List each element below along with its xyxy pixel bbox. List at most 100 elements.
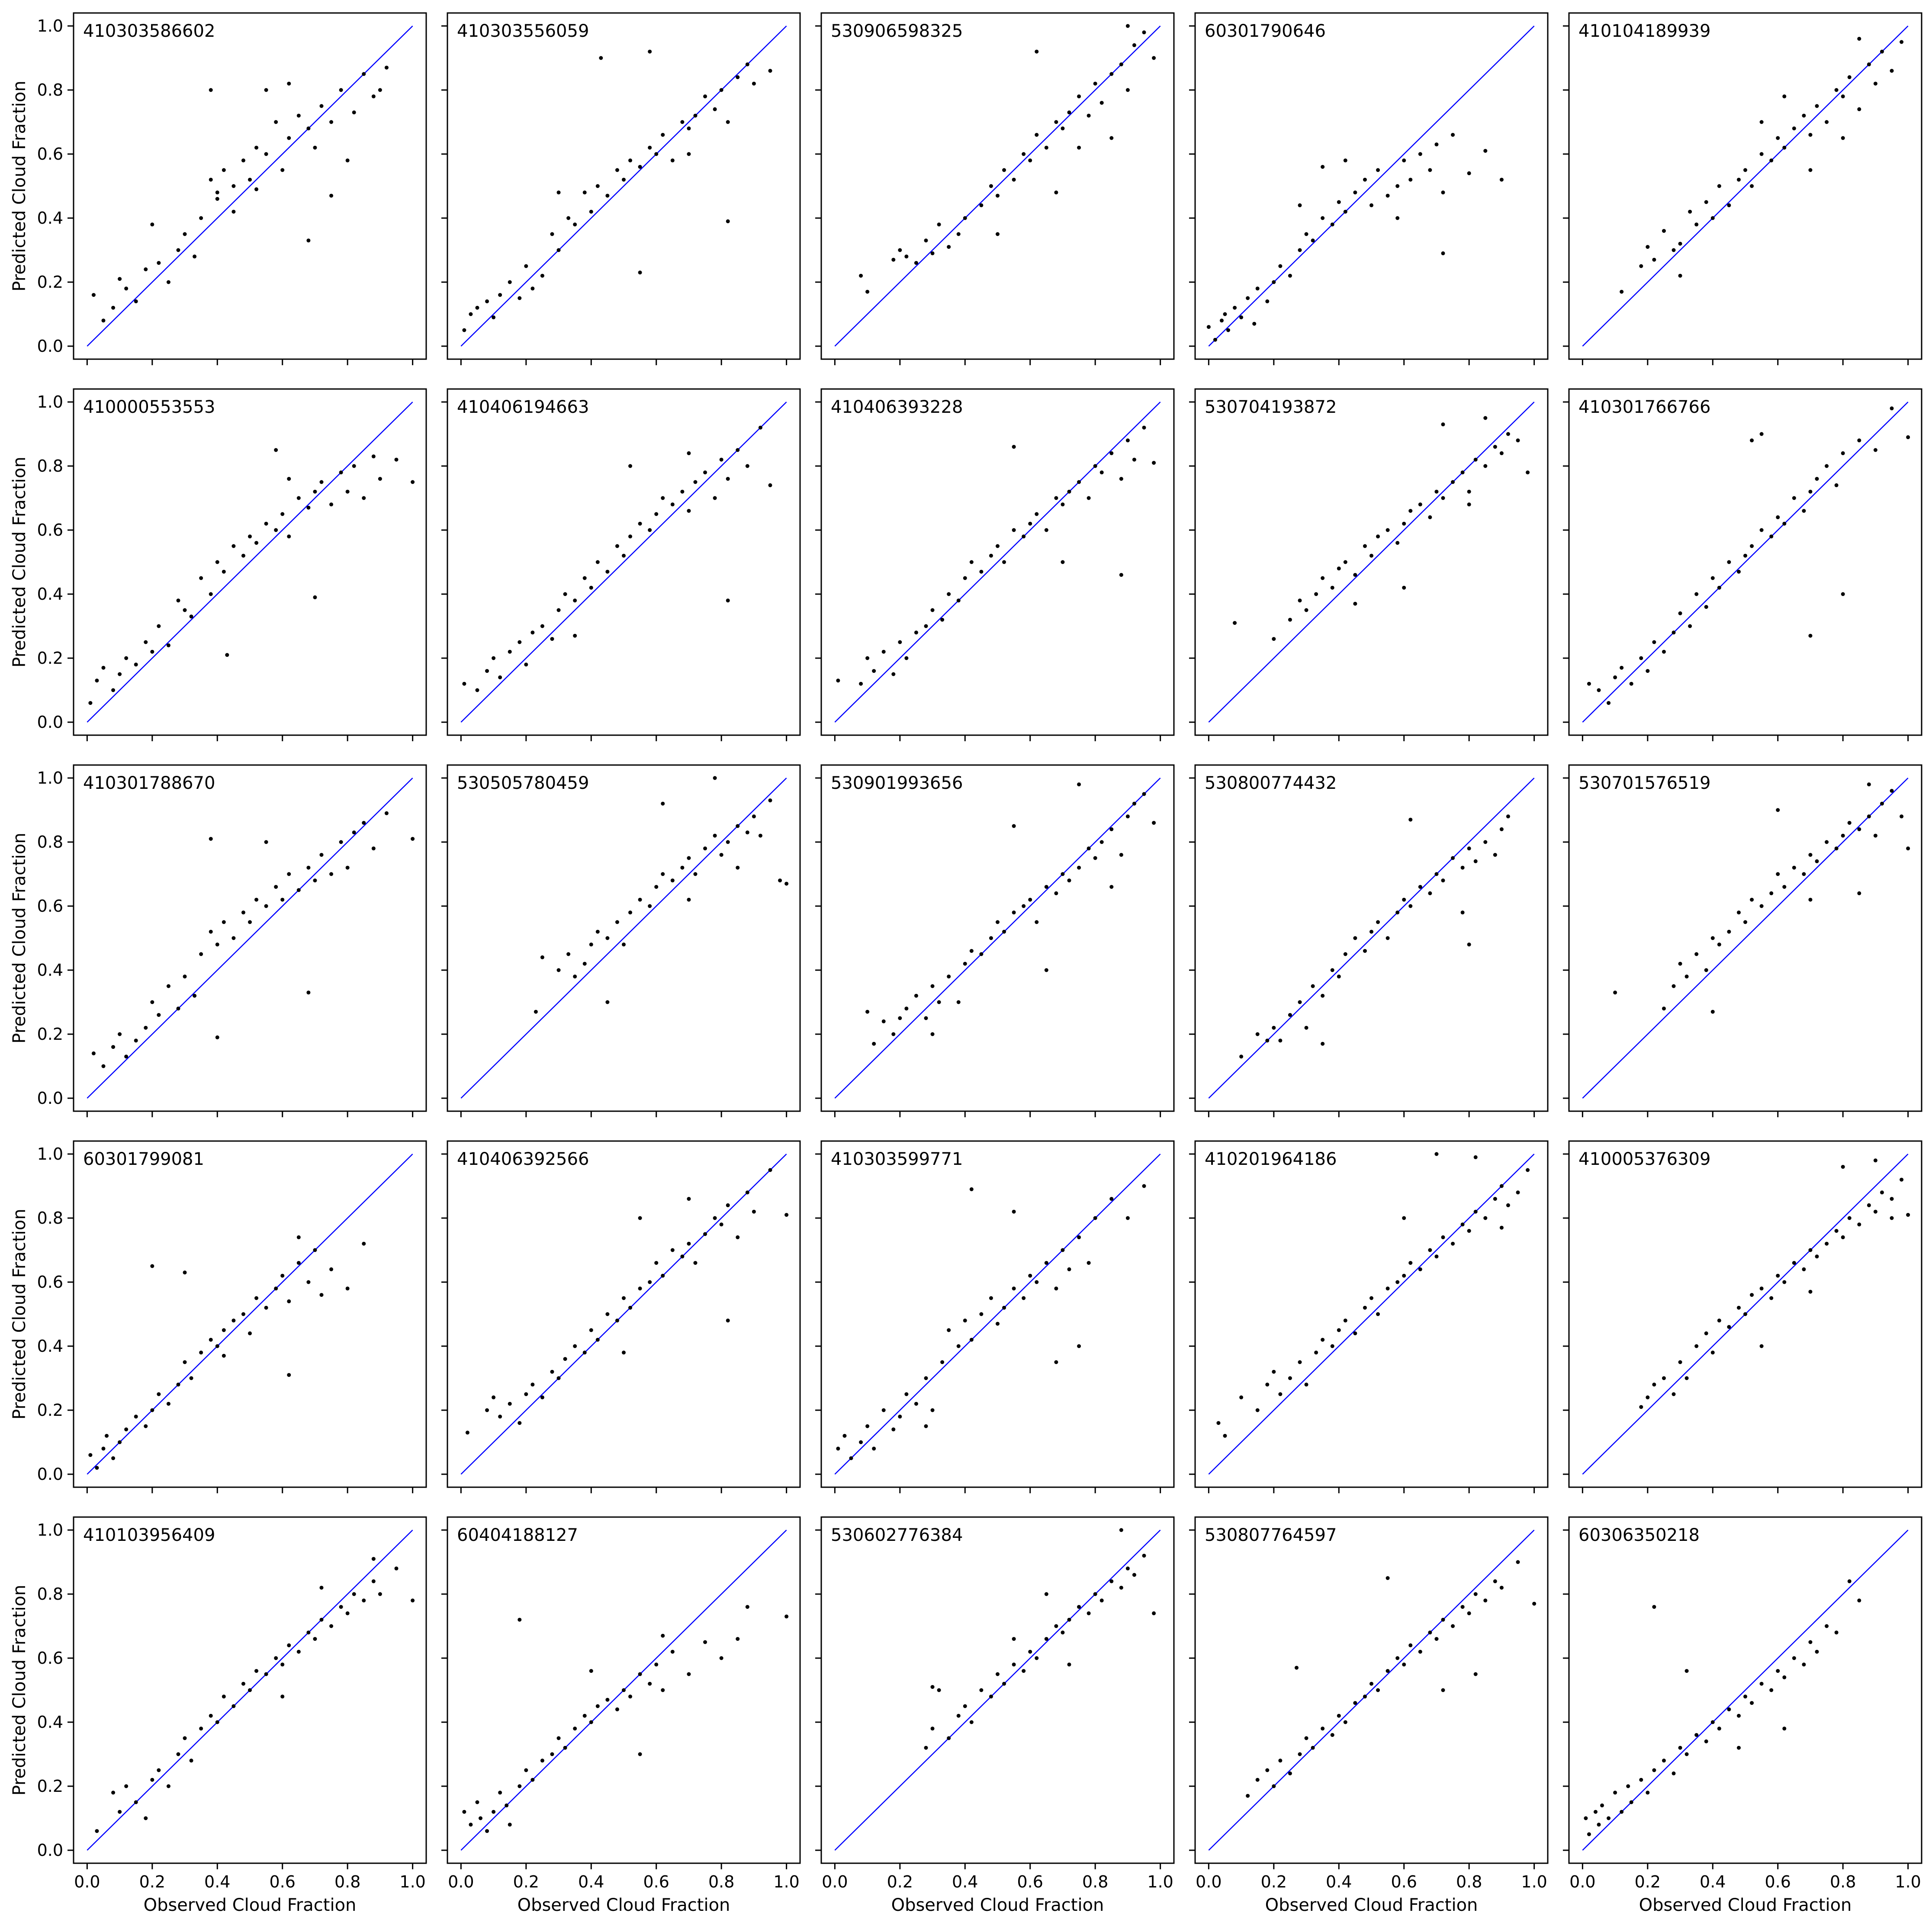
scatter-point: [1499, 1585, 1504, 1590]
scatter-point: [881, 649, 886, 654]
scatter-point: [1662, 229, 1666, 233]
y-tick-label: 0.2: [37, 1777, 63, 1796]
scatter-point: [670, 1248, 675, 1252]
axes-frame: [820, 12, 1175, 360]
scatter-point: [1782, 145, 1787, 150]
scatter-point: [280, 1662, 285, 1667]
scatter-point: [680, 1254, 685, 1259]
scatter-point: [904, 1392, 909, 1396]
scatter-point: [872, 1447, 876, 1451]
scatter-point: [1044, 968, 1048, 972]
scatter-point: [1337, 200, 1341, 204]
scatter-point: [891, 1427, 896, 1431]
scatter-point: [1451, 133, 1455, 137]
scatter-point: [638, 1672, 642, 1676]
scatter-point: [654, 885, 659, 889]
scatter-point: [394, 457, 399, 462]
scatter-point: [1288, 1771, 1292, 1775]
reference-line: [87, 778, 413, 1099]
scatter-point: [595, 929, 600, 934]
scatter-point: [582, 1714, 587, 1718]
panel-title: 530701576519: [1578, 773, 1710, 793]
scatter-point: [319, 480, 324, 484]
reference-line: [1208, 778, 1535, 1099]
scatter-point: [150, 649, 154, 654]
scatter-point: [95, 1829, 99, 1833]
scatter-point: [605, 1698, 610, 1702]
scatter-point: [914, 630, 918, 635]
scatter-point: [296, 1261, 301, 1265]
scatter-point: [989, 1296, 993, 1300]
scatter-point: [1077, 480, 1081, 484]
scatter-point: [394, 1566, 399, 1571]
scatter-point: [1782, 94, 1787, 99]
scatter-point: [1808, 1289, 1813, 1294]
scatter-point: [134, 1415, 138, 1419]
scatter-point: [638, 1286, 642, 1291]
y-axis-label: Predicted Cloud Fraction: [10, 457, 29, 667]
scatter-point: [849, 1456, 853, 1460]
scatter-point: [1727, 1707, 1731, 1711]
x-tick-label: 0.8: [334, 1872, 360, 1891]
scatter-point: [264, 88, 268, 92]
scatter-point: [540, 955, 544, 959]
scatter-points: [1620, 37, 1904, 294]
scatter-point: [1467, 489, 1471, 494]
scatter-point: [969, 1337, 974, 1342]
scatter-point: [1593, 1810, 1598, 1814]
scatter-point: [1782, 885, 1787, 889]
scatter-point: [199, 216, 203, 220]
scatter-point: [661, 1633, 665, 1638]
scatter-panel: 0.0 0.2 0.4 0.6 0.8 1.0 60404188127 Observed Cl…: [441, 1516, 801, 1915]
scatter-point: [1467, 942, 1471, 947]
panel-title: 530807764597: [1205, 1525, 1337, 1545]
scatter-point: [1629, 1800, 1633, 1804]
scatter-point: [1311, 238, 1315, 243]
scatter-point: [1857, 827, 1861, 831]
x-tick-label: 0.6: [1391, 1872, 1417, 1891]
scatter-point: [556, 1376, 561, 1380]
scatter-point: [274, 448, 278, 452]
scatter-point: [352, 110, 356, 115]
scatter-point: [1672, 248, 1676, 252]
scatter-point: [1343, 1720, 1347, 1724]
scatter-point: [1782, 1280, 1787, 1284]
scatter-point: [1304, 1382, 1308, 1387]
scatter-point: [719, 88, 723, 92]
reference-line: [87, 402, 413, 723]
scatter-point: [563, 1357, 567, 1361]
scatter-point: [150, 1778, 154, 1782]
scatter-point: [1321, 576, 1325, 580]
scatter-point: [1473, 1672, 1478, 1676]
scatter-point: [573, 974, 577, 979]
reference-line: [87, 26, 413, 347]
scatter-point: [996, 1321, 1000, 1326]
scatter-panel: 410005376309: [1563, 1140, 1922, 1493]
scatter-point: [719, 853, 723, 857]
scatter-point: [362, 821, 366, 825]
y-axis-label: Predicted Cloud Fraction: [10, 1585, 29, 1795]
reference-line: [834, 1154, 1161, 1475]
scatter-point: [1857, 891, 1861, 895]
scatter-point: [719, 1656, 723, 1660]
scatter-point: [1857, 37, 1861, 41]
scatter-point: [1402, 585, 1406, 590]
x-tick-label: 0.0: [1196, 1872, 1222, 1891]
axes-frame: [73, 1140, 427, 1488]
scatter-point: [518, 1421, 522, 1425]
scatter-point: [622, 1688, 626, 1692]
scatter-point: [1077, 1235, 1081, 1239]
scatter-point: [1125, 1566, 1130, 1571]
scatter-point: [1451, 480, 1455, 484]
scatter-point: [1451, 1624, 1455, 1628]
panel-title: 410005376309: [1578, 1149, 1710, 1169]
scatter-point: [615, 920, 619, 924]
scatter-point: [1792, 865, 1796, 870]
scatter-point: [254, 187, 259, 191]
y-axis-label: Predicted Cloud Fraction: [10, 833, 29, 1043]
scatter-point: [605, 1000, 610, 1004]
y-tick-label: 0.0: [37, 713, 63, 732]
scatter-point: [378, 1592, 382, 1596]
scatter-point: [296, 1235, 301, 1239]
scatter-point: [736, 1235, 740, 1239]
